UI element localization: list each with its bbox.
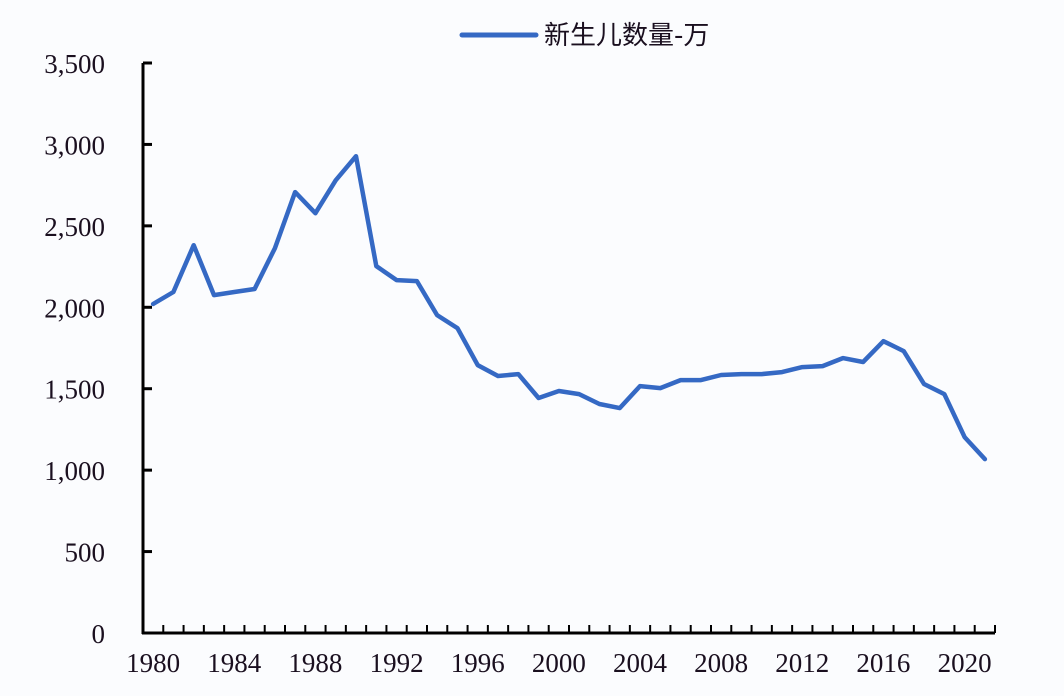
legend-label: 新生儿数量-万 — [544, 21, 709, 51]
y-tick-label: 500 — [65, 538, 106, 568]
x-tick-label: 1996 — [451, 648, 505, 678]
x-tick-label: 2012 — [775, 648, 829, 678]
y-tick-label: 1,000 — [44, 456, 105, 486]
x-tick-label: 1988 — [288, 648, 342, 678]
y-tick-label: 0 — [92, 619, 106, 649]
series-line — [150, 153, 988, 462]
axes — [141, 61, 996, 635]
x-tick-label: 2020 — [938, 648, 992, 678]
x-tick-label: 2008 — [694, 648, 748, 678]
x-tick-label: 1984 — [207, 648, 262, 678]
y-tick-label: 3,500 — [44, 49, 105, 79]
x-axis-labels: 1980 1984 1988 1992 1996 2000 2004 2008 2012 2016… — [126, 648, 991, 678]
y-tick-label: 1,500 — [44, 375, 105, 405]
x-tick-label: 1980 — [126, 648, 180, 678]
y-tick-label: 3,000 — [44, 130, 105, 160]
x-tick-label: 2004 — [613, 648, 668, 678]
legend: 新生儿数量-万 — [459, 21, 709, 51]
x-tick-label: 2016 — [856, 648, 910, 678]
y-axis-labels: 0 500 1,000 1,500 2,000 2,500 3,000 3,500 — [44, 49, 105, 649]
x-tick-label: 2000 — [532, 648, 586, 678]
y-tick-label: 2,500 — [44, 212, 105, 242]
x-tick-label: 1992 — [370, 648, 424, 678]
y-tick-label: 2,000 — [44, 293, 105, 323]
